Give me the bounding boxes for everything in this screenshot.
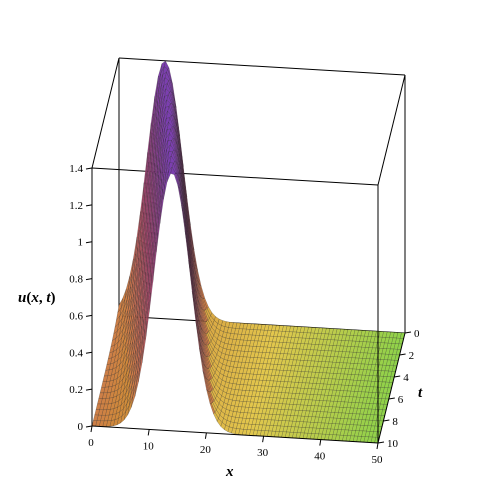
t-tick-label: 2 bbox=[409, 350, 415, 362]
x-tick bbox=[147, 429, 150, 436]
t-tick bbox=[377, 441, 385, 444]
t-tick-label: 10 bbox=[387, 438, 399, 450]
t-tick bbox=[383, 419, 390, 422]
x-axis-title: x bbox=[225, 464, 234, 480]
z-tick bbox=[85, 351, 93, 354]
z-tick-label: 0.8 bbox=[69, 274, 83, 286]
surface-mesh bbox=[91, 60, 406, 444]
x-tick-label: 0 bbox=[88, 437, 94, 449]
z-tick bbox=[85, 425, 93, 428]
x-tick bbox=[90, 425, 93, 433]
z-tick-label: 0.4 bbox=[69, 347, 83, 359]
t-tick-label: 0 bbox=[414, 328, 420, 340]
x-tick-label: 50 bbox=[372, 454, 384, 466]
z-tick bbox=[85, 278, 93, 281]
box-edge bbox=[377, 74, 406, 186]
x-tick-label: 30 bbox=[257, 447, 269, 459]
t-tick bbox=[399, 353, 406, 356]
z-axis-title: u(x, t) bbox=[18, 290, 56, 306]
t-tick-label: 4 bbox=[403, 372, 409, 384]
x-tick-label: 10 bbox=[143, 440, 155, 452]
box-edge bbox=[91, 167, 379, 186]
t-tick-label: 6 bbox=[398, 394, 404, 406]
z-tick bbox=[85, 241, 93, 244]
z-tick-label: 1.4 bbox=[69, 163, 83, 175]
x-tick-label: 20 bbox=[200, 444, 212, 456]
axis-ticks: 0 0.2 0.4 0.6 0.8 1 1.2 1.4 0 10 20 30 40 50 0 24 68 10 bbox=[69, 163, 420, 466]
x-tick bbox=[376, 442, 379, 450]
box-edge bbox=[91, 425, 379, 444]
box-edge bbox=[377, 332, 406, 444]
box-edge bbox=[91, 57, 120, 169]
z-tick-label: 1 bbox=[78, 237, 84, 249]
t-tick bbox=[404, 331, 412, 334]
z-tick-label: 1.2 bbox=[69, 200, 83, 212]
z-tick-label: 0.2 bbox=[69, 384, 83, 396]
t-tick-label: 8 bbox=[392, 416, 398, 428]
z-tick bbox=[85, 388, 93, 391]
z-tick bbox=[85, 314, 93, 317]
bounding-box-front bbox=[91, 168, 406, 444]
x-tick bbox=[262, 436, 265, 443]
x-tick bbox=[319, 439, 322, 446]
z-tick bbox=[85, 204, 93, 207]
t-tick bbox=[388, 397, 395, 400]
z-tick-label: 0.6 bbox=[69, 310, 83, 322]
z-tick-label: 0 bbox=[78, 421, 84, 433]
t-tick bbox=[394, 375, 401, 378]
x-tick bbox=[204, 432, 207, 439]
x-tick-label: 40 bbox=[314, 451, 326, 463]
z-tick bbox=[85, 167, 93, 170]
t-axis-title: t bbox=[418, 385, 423, 401]
box-edge bbox=[118, 57, 406, 76]
